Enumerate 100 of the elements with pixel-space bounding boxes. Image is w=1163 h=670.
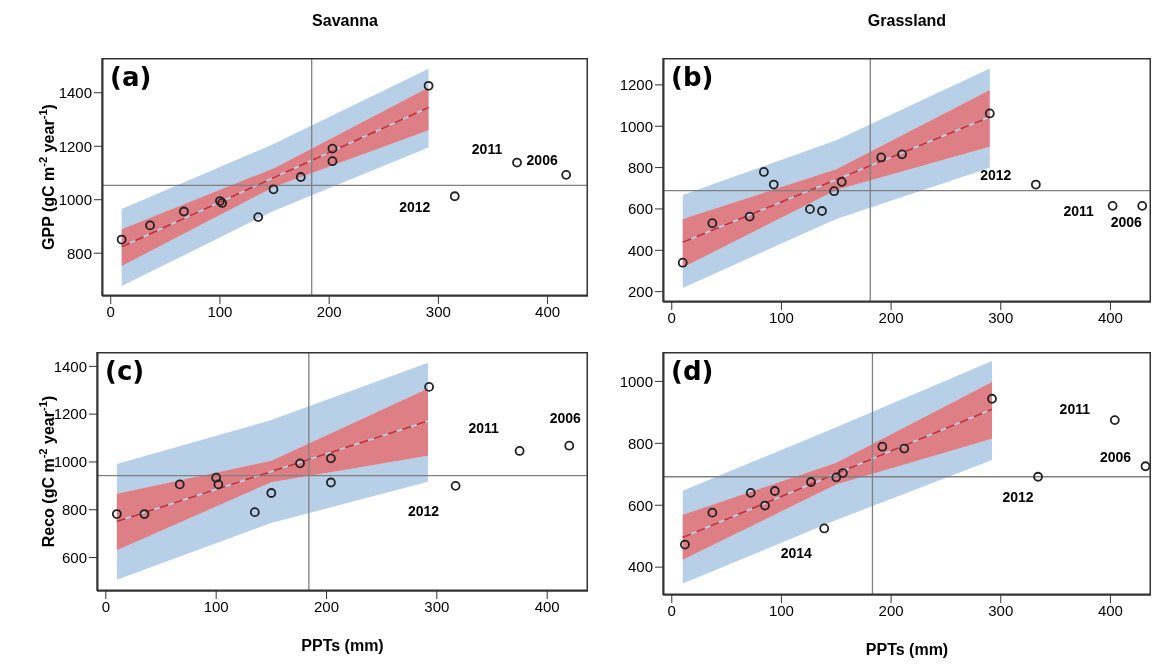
y-tick-label: 1000 xyxy=(619,372,653,390)
annotation: 2006 xyxy=(1110,213,1143,230)
y-tick-label: 1200 xyxy=(53,405,87,423)
point xyxy=(179,206,189,217)
annotation: (a) xyxy=(110,62,152,92)
point xyxy=(677,257,688,268)
x-tick-label: 300 xyxy=(425,302,451,320)
y-tick-label: 600 xyxy=(627,200,653,218)
x-tick-label: 400 xyxy=(535,302,561,320)
point xyxy=(745,487,756,498)
annotation: (d) xyxy=(671,356,714,386)
annotation: 2011 xyxy=(471,141,503,158)
y-tick-label: 400 xyxy=(627,558,653,576)
annotation: (b) xyxy=(671,62,714,92)
point xyxy=(327,143,338,154)
x-tick-label: 300 xyxy=(988,308,1014,326)
point xyxy=(836,176,847,187)
point xyxy=(1137,200,1148,211)
point xyxy=(769,486,780,496)
y-tick-label: 1200 xyxy=(619,76,653,94)
y-tick-label: 1200 xyxy=(58,137,92,155)
point xyxy=(564,440,575,451)
point xyxy=(266,488,277,498)
y-tick-label: 800 xyxy=(61,501,87,519)
point xyxy=(1107,200,1118,211)
point xyxy=(145,220,155,231)
x-tick-label: 200 xyxy=(878,601,904,619)
point xyxy=(295,458,305,469)
point xyxy=(1030,179,1041,190)
point xyxy=(514,446,525,456)
x-tick-label: 0 xyxy=(667,601,676,619)
x-tick-label: 100 xyxy=(203,597,229,615)
y-tick-label: 1400 xyxy=(53,357,87,375)
point xyxy=(1109,415,1120,425)
x-tick-label: 100 xyxy=(207,302,233,320)
point xyxy=(326,453,336,464)
point xyxy=(249,507,260,518)
x-axis-title: PPTs (mm) xyxy=(865,641,949,658)
annotation: 2006 xyxy=(1099,448,1132,465)
chart-title: Savanna xyxy=(311,12,379,30)
x-tick-label: 400 xyxy=(1097,308,1123,326)
point xyxy=(707,218,718,229)
y-tick-label: 800 xyxy=(627,158,653,176)
point xyxy=(819,523,830,534)
point xyxy=(897,149,907,160)
point xyxy=(561,169,572,180)
point xyxy=(326,477,336,488)
x-axis-title: PPTs (mm) xyxy=(301,637,384,654)
point xyxy=(116,234,127,245)
x-tick-label: 200 xyxy=(878,308,904,326)
point xyxy=(327,156,338,167)
point xyxy=(984,108,995,119)
x-tick-label: 0 xyxy=(101,597,110,615)
point xyxy=(512,157,522,168)
x-tick-label: 100 xyxy=(768,601,794,619)
point xyxy=(877,441,888,452)
point xyxy=(449,191,460,202)
x-tick-label: 0 xyxy=(106,302,115,320)
y-tick-label: 1000 xyxy=(619,117,653,135)
x-tick-label: 400 xyxy=(534,597,560,615)
point xyxy=(829,186,839,197)
point xyxy=(423,80,434,91)
y-tick-label: 200 xyxy=(627,282,653,300)
annotation: 2012 xyxy=(980,167,1012,184)
point xyxy=(805,204,815,215)
point xyxy=(295,172,306,182)
point xyxy=(1033,471,1043,482)
point xyxy=(837,468,848,478)
point xyxy=(139,509,150,519)
point xyxy=(831,472,842,483)
y-tick-label: 400 xyxy=(627,241,653,259)
point xyxy=(213,479,224,490)
x-tick-label: 200 xyxy=(316,302,342,320)
point xyxy=(174,479,185,490)
point xyxy=(987,393,997,404)
x-tick-label: 400 xyxy=(1097,601,1123,619)
y-tick-label: 1400 xyxy=(58,84,92,102)
annotation: 2012 xyxy=(399,198,431,215)
x-tick-label: 300 xyxy=(988,601,1014,619)
annotation: 2012 xyxy=(408,502,440,519)
point xyxy=(707,507,718,518)
point xyxy=(899,443,910,454)
point xyxy=(817,206,827,216)
annotation: 2011 xyxy=(1063,202,1095,219)
y-tick-label: 1000 xyxy=(58,191,92,209)
x-tick-label: 200 xyxy=(313,597,340,615)
point xyxy=(211,472,222,483)
point xyxy=(424,381,435,392)
point xyxy=(680,539,690,550)
annotation: (c) xyxy=(105,356,145,386)
x-tick-label: 300 xyxy=(424,597,450,615)
point xyxy=(768,179,779,190)
annotation: 2011 xyxy=(1059,400,1091,417)
annotation: 2014 xyxy=(780,545,812,562)
annotation: 2012 xyxy=(1002,489,1034,506)
y-tick-label: 800 xyxy=(627,434,653,452)
x-tick-label: 0 xyxy=(667,308,676,326)
point xyxy=(450,480,461,491)
y-tick-label: 600 xyxy=(627,496,653,514)
y-tick-label: 600 xyxy=(61,548,87,566)
